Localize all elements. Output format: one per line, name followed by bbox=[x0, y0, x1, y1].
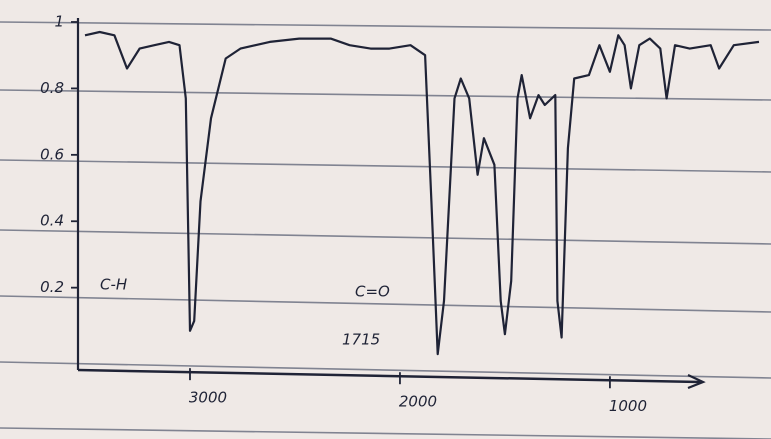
y-tick-label: 0.4 bbox=[40, 212, 64, 230]
y-tick-label: 0.2 bbox=[40, 278, 64, 296]
annotation: C-H bbox=[100, 276, 127, 294]
y-tick-label: 0.8 bbox=[40, 79, 64, 97]
chart: 0.2 0.4 0.6 0.8 1 3000 2000 1000 C-H C=O 1715 bbox=[0, 0, 771, 439]
y-tick-label: 1 bbox=[54, 13, 64, 31]
y-tick-label: 0.6 bbox=[40, 145, 64, 163]
annotation: 1715 bbox=[342, 331, 380, 349]
annotation: C=O bbox=[355, 283, 390, 301]
x-tick-label: 3000 bbox=[189, 389, 227, 407]
x-tick-label: 2000 bbox=[399, 393, 437, 411]
paper bbox=[0, 0, 771, 439]
x-tick-label: 1000 bbox=[609, 397, 647, 415]
